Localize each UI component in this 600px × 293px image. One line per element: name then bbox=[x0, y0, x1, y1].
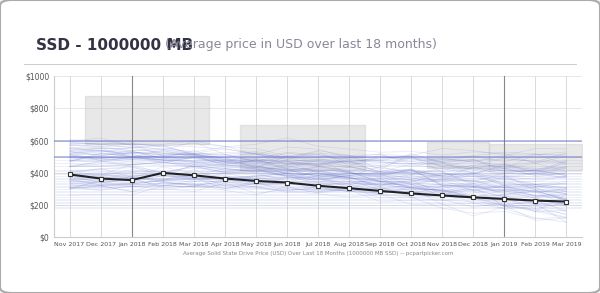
Text: SSD - 1000000 MB: SSD - 1000000 MB bbox=[36, 38, 193, 53]
X-axis label: Average Solid State Drive Price (USD) Over Last 18 Months (1000000 MB SSD) -- pc: Average Solid State Drive Price (USD) Ov… bbox=[183, 251, 453, 256]
Text: (Average price in USD over last 18 months): (Average price in USD over last 18 month… bbox=[161, 38, 437, 51]
